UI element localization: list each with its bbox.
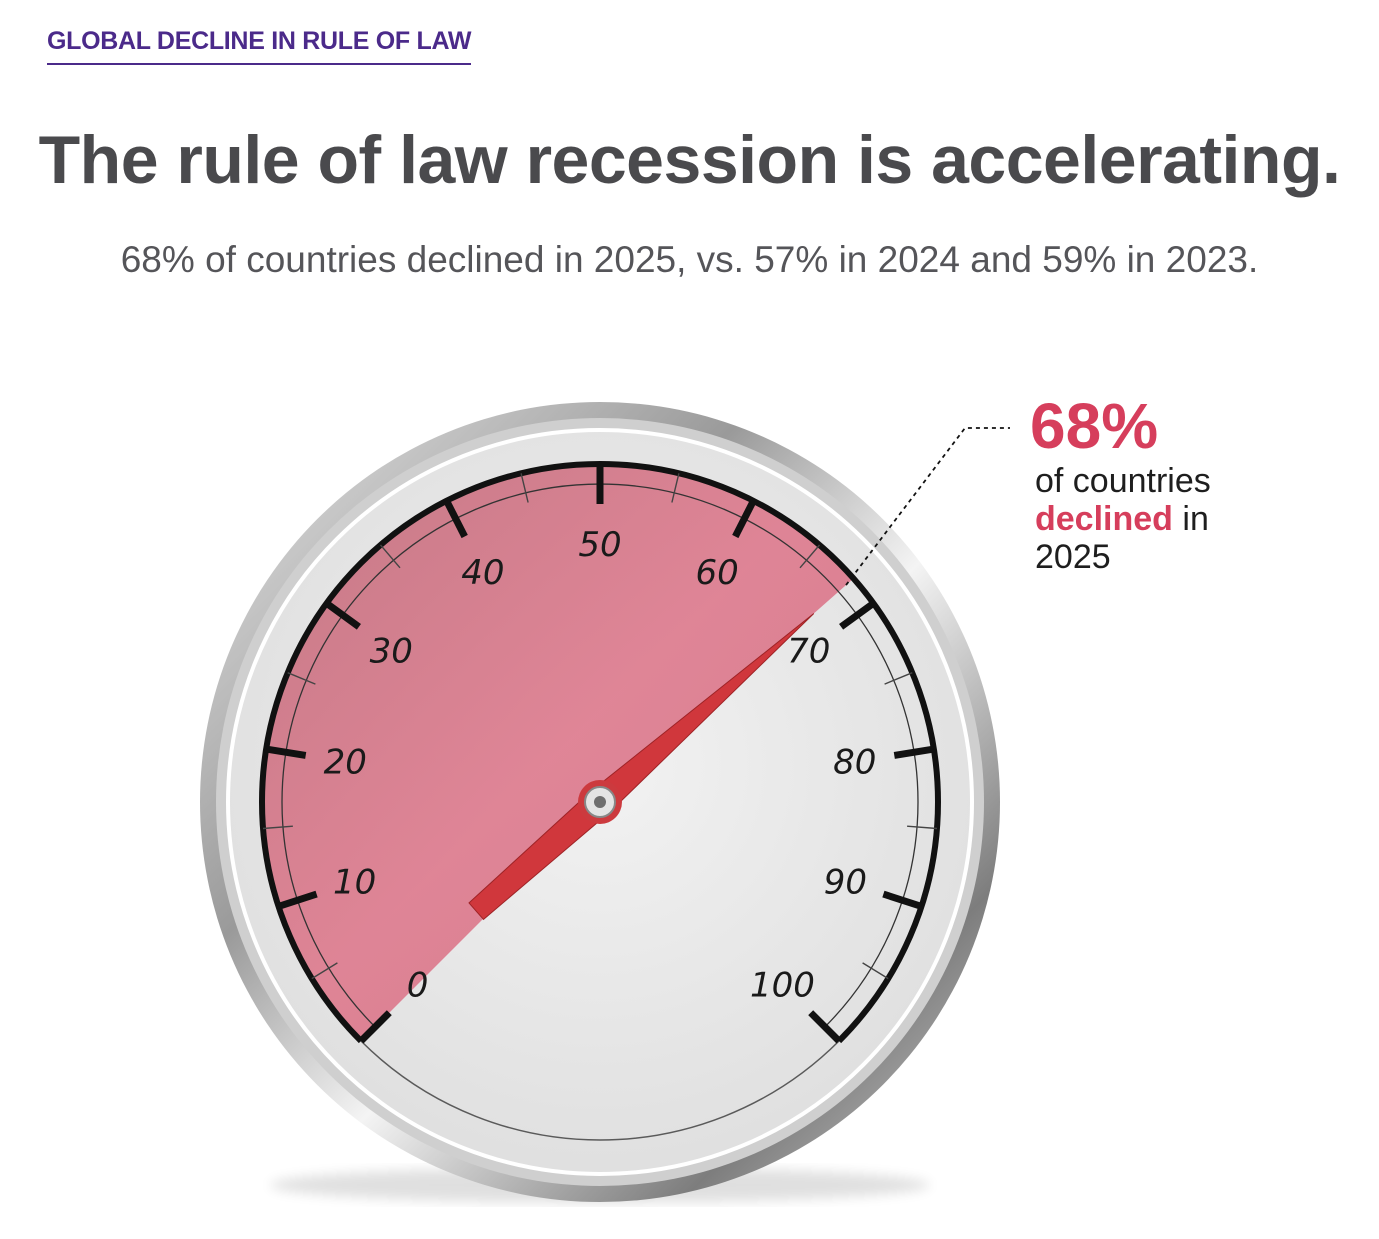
tick-label-30: 30 xyxy=(370,631,413,671)
tick-label-20: 20 xyxy=(324,743,367,783)
callout-leader-line xyxy=(845,427,1010,586)
major-tick-30 xyxy=(324,600,361,630)
minor-tick-45 xyxy=(520,473,529,503)
gauge-ticks xyxy=(262,464,938,1044)
tick-label-70: 70 xyxy=(787,631,830,671)
tick-label-40: 40 xyxy=(461,553,504,593)
callout-year: 2025 xyxy=(1035,538,1111,576)
major-tick-100 xyxy=(808,1010,842,1044)
tick-label-60: 60 xyxy=(695,553,738,593)
minor-tick-35 xyxy=(379,544,401,569)
major-tick-70 xyxy=(839,600,876,630)
minor-tick-25 xyxy=(287,672,316,685)
gauge-needle xyxy=(468,613,815,921)
major-tick-80 xyxy=(893,745,935,759)
tick-label-50: 50 xyxy=(578,525,621,565)
tick-label-10: 10 xyxy=(333,863,376,903)
callout-line2: in xyxy=(1172,500,1209,538)
gauge-tick-labels: 0 10 20 30 40 50 60 70 80 90 100 xyxy=(324,525,877,1005)
minor-tick-55 xyxy=(671,473,680,503)
major-tick-0 xyxy=(358,1010,392,1044)
tick-label-100: 100 xyxy=(750,965,815,1005)
needle-hub-center xyxy=(594,796,606,808)
tick-label-80: 80 xyxy=(833,743,876,783)
callout-text: of countries declined in 2025 xyxy=(1035,462,1295,576)
eyebrow-link[interactable]: GLOBAL DECLINE IN RULE OF LAW xyxy=(47,26,471,65)
tick-label-90: 90 xyxy=(824,863,867,903)
gauge-scale-arc xyxy=(259,460,941,1044)
page-subtitle: 68% of countries declined in 2025, vs. 5… xyxy=(120,239,1259,280)
page-title: The rule of law recession is acceleratin… xyxy=(38,122,1341,198)
minor-tick-5 xyxy=(311,962,338,980)
major-tick-10 xyxy=(277,890,318,910)
major-tick-40 xyxy=(443,499,468,539)
major-tick-20 xyxy=(265,745,307,759)
minor-tick-75 xyxy=(884,672,913,685)
minor-tick-65 xyxy=(799,544,821,569)
minor-tick-95 xyxy=(862,962,889,980)
callout-value: 68% xyxy=(1030,390,1159,462)
gauge-value-fill xyxy=(261,463,854,1041)
major-tick-90 xyxy=(882,890,923,910)
callout-line1: of countries xyxy=(1035,462,1211,500)
tick-label-0: 0 xyxy=(407,965,429,1005)
minor-tick-15 xyxy=(262,825,293,830)
major-tick-60 xyxy=(732,499,757,539)
callout-highlight: declined xyxy=(1035,500,1173,538)
minor-tick-85 xyxy=(907,825,938,830)
